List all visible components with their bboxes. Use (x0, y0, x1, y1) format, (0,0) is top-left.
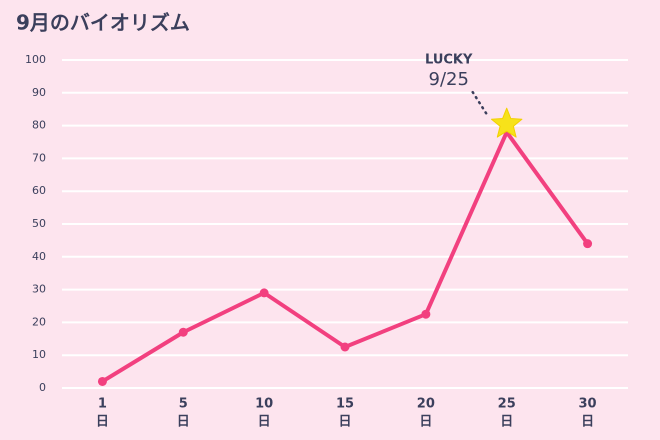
y-tick-label: 70 (32, 151, 46, 164)
x-tick-label: 1 (98, 397, 107, 412)
y-tick-label: 80 (32, 119, 46, 132)
point (583, 239, 593, 249)
x-tick-suffix: 日 (96, 415, 109, 430)
x-tick-suffix: 日 (177, 415, 190, 430)
x-tick-suffix: 日 (338, 415, 351, 430)
x-tick-label: 25 (498, 397, 516, 412)
chart-title: 9月のバイオリズム (16, 11, 190, 35)
point (340, 342, 350, 352)
annotation-label: LUCKY (425, 53, 473, 68)
y-tick-label: 0 (39, 381, 46, 394)
x-tick-label: 15 (336, 397, 354, 412)
y-tick-label: 60 (32, 184, 46, 197)
y-tick-label: 30 (32, 283, 46, 296)
x-tick-label: 10 (255, 397, 273, 412)
x-tick-label: 30 (579, 397, 597, 412)
point (421, 309, 431, 319)
x-tick-suffix: 日 (419, 415, 432, 430)
y-tick-label: 40 (32, 250, 46, 263)
y-tick-label: 90 (32, 86, 46, 99)
star-marker (491, 107, 523, 138)
y-tick-label: 10 (32, 348, 46, 361)
annotation-date: 9/25 (429, 69, 469, 90)
x-tick-suffix: 日 (258, 415, 271, 430)
x-tick-suffix: 日 (500, 415, 513, 430)
x-tick-label: 5 (179, 397, 188, 412)
point (97, 376, 107, 386)
x-tick-suffix: 日 (581, 415, 594, 430)
annotation-leader (471, 90, 488, 116)
x-tick-label: 20 (417, 397, 435, 412)
point (259, 288, 269, 298)
point (178, 327, 188, 337)
y-tick-label: 50 (32, 217, 46, 230)
y-tick-label: 100 (25, 53, 46, 66)
y-tick-label: 20 (32, 315, 46, 328)
